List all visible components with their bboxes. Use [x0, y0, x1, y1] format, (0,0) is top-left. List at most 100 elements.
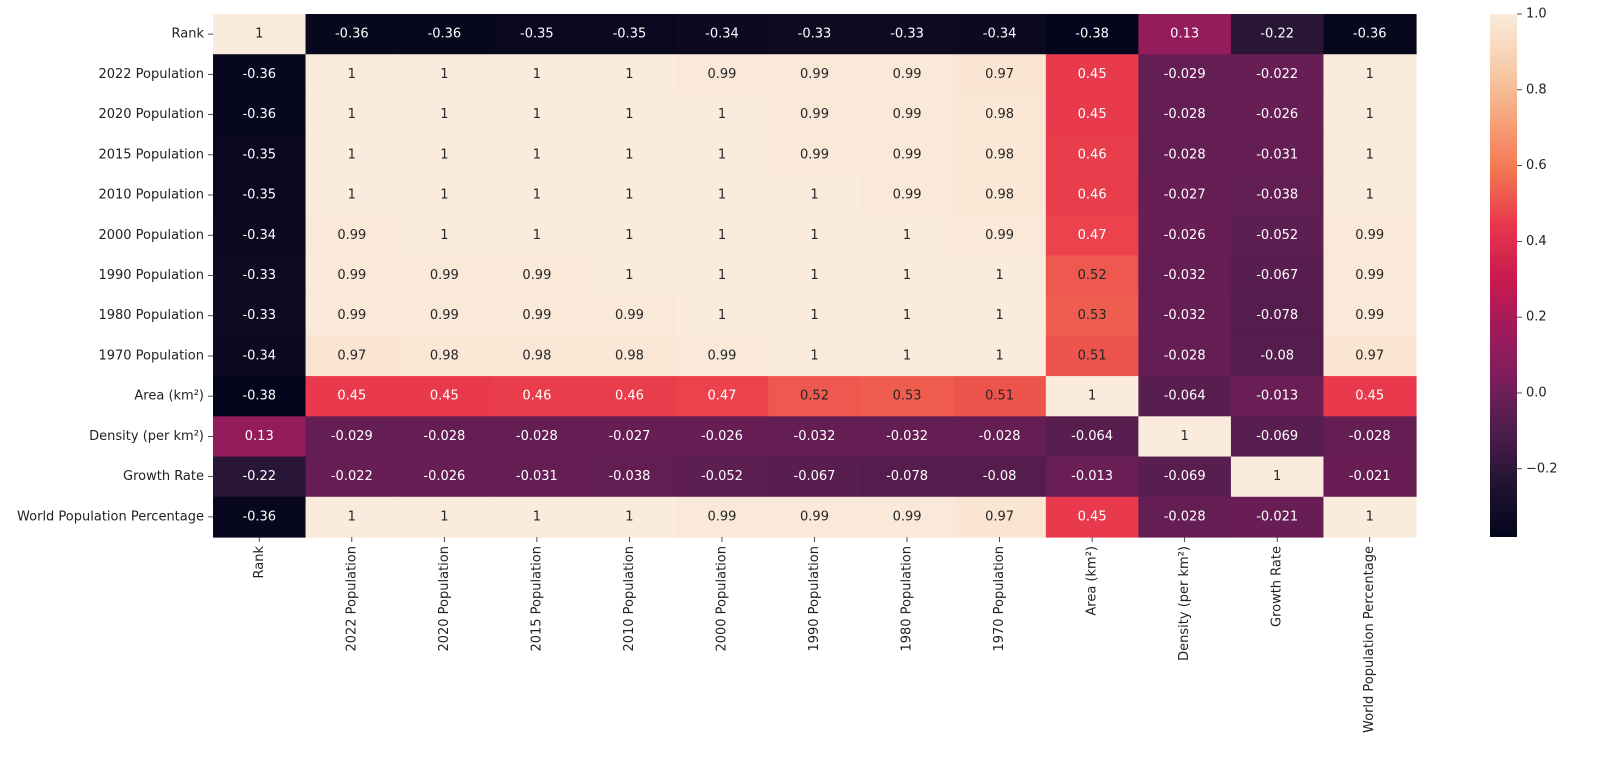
heatmap-cell	[490, 456, 584, 498]
heatmap-cell	[768, 174, 862, 216]
cell-value-label: 1	[440, 107, 448, 122]
cell-value-label: 1	[440, 228, 448, 243]
y-tick-label: 1980 Population	[98, 308, 204, 323]
cell-value-label: 1	[1366, 147, 1374, 162]
cell-value-label: -0.032	[1164, 308, 1206, 323]
cell-value-label: -0.032	[1164, 268, 1206, 283]
cell-value-label: 1	[1088, 389, 1096, 404]
cell-value-label: 1	[810, 268, 818, 283]
cell-value-label: -0.038	[1256, 188, 1298, 203]
y-tick-label: 2020 Population	[98, 107, 204, 122]
heatmap-cell	[583, 376, 677, 417]
cell-value-label: 1	[625, 268, 633, 283]
heatmap-cell	[860, 215, 954, 256]
colorbar-tick-label: −0.2	[1526, 461, 1558, 476]
cell-value-label: -0.052	[701, 469, 743, 484]
heatmap-cell	[1323, 14, 1417, 55]
cell-value-label: 1	[1181, 429, 1189, 444]
heatmap-cell	[583, 94, 677, 136]
cell-value-label: 0.45	[1355, 389, 1384, 404]
cell-value-label: 0.97	[337, 348, 366, 363]
heatmap-cell	[1138, 255, 1232, 297]
cell-value-label: 1	[255, 27, 263, 42]
cell-value-label: -0.026	[1256, 107, 1298, 122]
x-tick-label: Density (per km²)	[1177, 546, 1192, 661]
heatmap-cell	[1230, 416, 1325, 458]
heatmap-cell	[213, 215, 307, 256]
heatmap-cell	[1138, 134, 1232, 176]
heatmap-cell	[305, 54, 399, 96]
cell-value-label: 0.99	[1355, 308, 1384, 323]
cell-value-label: 0.99	[800, 107, 829, 122]
heatmap-cell	[953, 255, 1047, 297]
heatmap-cell	[860, 295, 954, 337]
heatmap-cell	[1138, 94, 1232, 136]
cell-value-label: 0.13	[245, 429, 274, 444]
cell-value-label: 1	[810, 308, 818, 323]
heatmap-cell	[305, 255, 399, 297]
heatmap-cell	[675, 14, 769, 55]
cell-value-label: 0.99	[893, 147, 922, 162]
cell-value-label: 0.45	[1078, 107, 1107, 122]
cell-value-label: 0.46	[615, 389, 644, 404]
cell-value-label: -0.36	[428, 27, 462, 42]
cell-value-label: -0.028	[423, 429, 465, 444]
heatmap-cell	[1045, 335, 1139, 377]
cell-value-label: 0.97	[985, 509, 1014, 524]
heatmap-cell	[1045, 134, 1139, 176]
y-tick-label: 1970 Population	[98, 348, 204, 363]
heatmap-cells	[213, 14, 1417, 538]
y-tick-label: 1990 Population	[98, 268, 204, 283]
heatmap-cell	[305, 94, 399, 136]
cell-value-label: 0.98	[430, 348, 459, 363]
cell-value-label: 0.99	[337, 308, 366, 323]
heatmap-cell	[860, 416, 954, 458]
heatmap-cell	[953, 134, 1047, 176]
colorbar-tick-label: 0.2	[1526, 310, 1547, 325]
cell-value-label: 1	[533, 509, 541, 524]
heatmap-cell	[953, 215, 1047, 256]
cell-value-label: 1	[533, 107, 541, 122]
heatmap-cell	[1230, 174, 1325, 216]
cell-value-label: 0.45	[1078, 67, 1107, 82]
cell-value-label: -0.33	[242, 308, 276, 323]
cell-value-label: 0.99	[893, 67, 922, 82]
cell-value-label: 0.13	[1170, 27, 1199, 42]
cell-value-label: -0.013	[1071, 469, 1113, 484]
heatmap-cell	[213, 54, 307, 96]
cell-value-label: 0.99	[800, 147, 829, 162]
heatmap-cell	[398, 295, 492, 337]
heatmap-cell	[1045, 54, 1139, 96]
heatmap-cell	[583, 335, 677, 377]
cell-value-label: -0.013	[1256, 389, 1298, 404]
heatmap-cell	[1230, 255, 1325, 297]
cell-value-label: 1	[625, 509, 633, 524]
heatmap-cell	[398, 174, 492, 216]
cell-value-label: 0.53	[1078, 308, 1107, 323]
heatmap-cell	[213, 295, 307, 337]
cell-value-label: 1	[440, 67, 448, 82]
cell-value-label: -0.067	[794, 469, 836, 484]
cell-value-label: 1	[533, 67, 541, 82]
heatmap-cell	[953, 496, 1047, 538]
heatmap-cell	[675, 376, 769, 417]
heatmap-cell	[675, 335, 769, 377]
cell-value-label: 0.46	[1078, 188, 1107, 203]
heatmap-cell	[953, 94, 1047, 136]
heatmap-cell	[490, 14, 584, 55]
cell-value-label: 0.99	[522, 268, 551, 283]
cell-value-label: 1	[1366, 188, 1374, 203]
cell-value-label: 1	[1366, 509, 1374, 524]
heatmap-cell	[305, 215, 399, 256]
cell-value-label: 0.46	[1078, 147, 1107, 162]
cell-value-label: 1	[348, 147, 356, 162]
cell-value-label: -0.38	[242, 389, 276, 404]
heatmap-cell	[953, 456, 1047, 498]
cell-value-label: 0.99	[800, 67, 829, 82]
heatmap-cell	[768, 496, 862, 538]
heatmap-cell	[1230, 54, 1325, 96]
cell-value-label: 1	[1366, 67, 1374, 82]
heatmap-cell	[1045, 456, 1139, 498]
heatmap-cell	[860, 94, 954, 136]
cell-value-label: 1	[995, 348, 1003, 363]
